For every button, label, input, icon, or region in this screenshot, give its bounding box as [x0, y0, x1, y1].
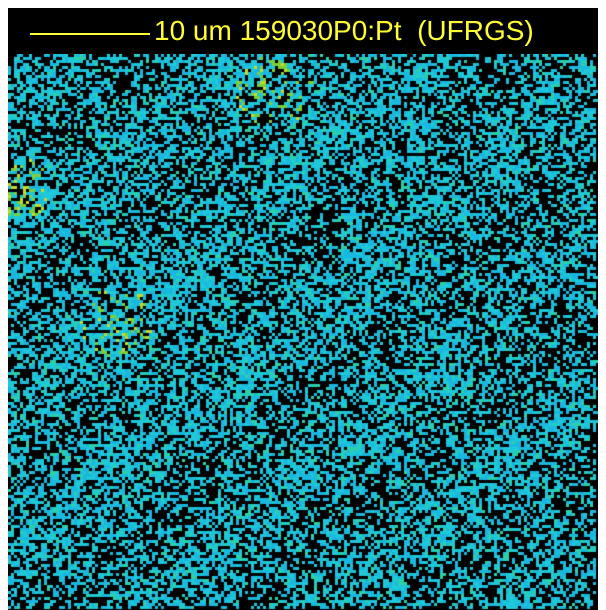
scale-label: 10 um 159030P0:Pt (UFRGS) — [154, 15, 534, 46]
image-frame: 10 um 159030P0:Pt (UFRGS) — [8, 8, 598, 610]
elemental-map — [8, 54, 598, 610]
image-header: 10 um 159030P0:Pt (UFRGS) — [8, 8, 598, 54]
scale-bar — [30, 33, 150, 35]
